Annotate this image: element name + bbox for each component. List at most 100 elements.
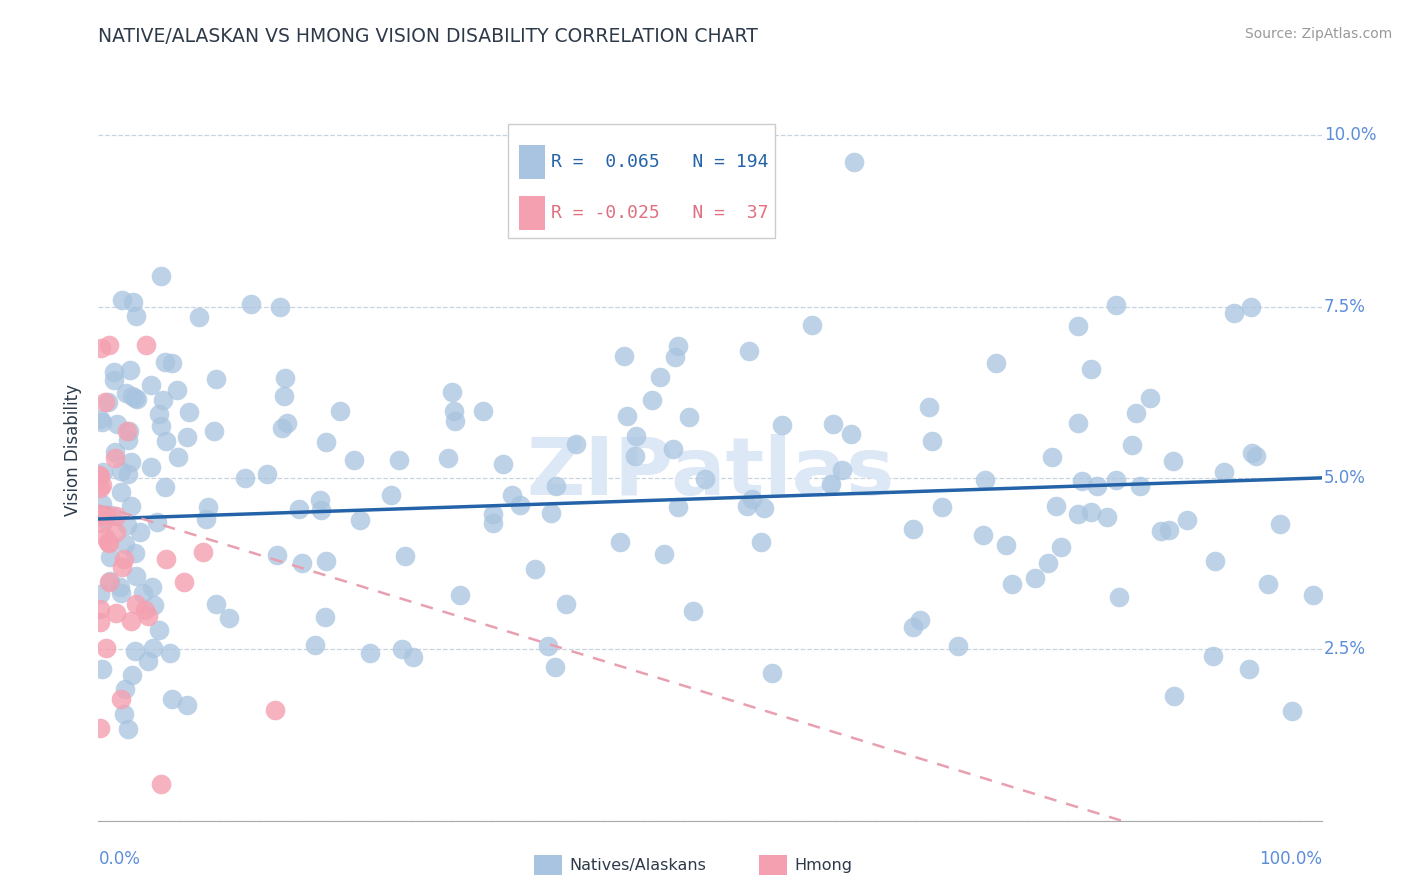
Point xyxy=(492,457,515,471)
Point xyxy=(288,502,311,516)
Point xyxy=(155,551,177,566)
Point xyxy=(276,416,298,430)
Point xyxy=(609,534,631,549)
Point xyxy=(127,392,149,406)
Point xyxy=(1071,475,1094,489)
Point xyxy=(124,568,146,582)
Point xyxy=(120,455,142,469)
Point xyxy=(141,641,163,656)
Point xyxy=(801,318,824,332)
Point xyxy=(841,427,863,442)
Point xyxy=(315,554,337,568)
Point xyxy=(1108,590,1130,604)
Point xyxy=(152,393,174,408)
Point xyxy=(1129,479,1152,493)
Point xyxy=(98,536,121,550)
Point xyxy=(359,646,381,660)
Point xyxy=(482,516,505,530)
Point xyxy=(90,662,112,676)
Point xyxy=(1139,391,1161,405)
Point xyxy=(984,356,1007,370)
Point xyxy=(1045,499,1067,513)
Point xyxy=(89,602,111,616)
Point xyxy=(1239,301,1261,315)
Point xyxy=(162,692,184,706)
Point xyxy=(129,524,152,539)
Point xyxy=(1105,298,1128,312)
Point xyxy=(820,477,842,491)
Point xyxy=(94,508,117,523)
Point xyxy=(143,598,166,612)
Point xyxy=(124,644,146,658)
Point xyxy=(1097,510,1119,524)
Text: 10.0%: 10.0% xyxy=(1324,126,1376,145)
Point xyxy=(105,606,128,620)
Text: R =  0.065   N = 194: R = 0.065 N = 194 xyxy=(551,153,768,170)
Point xyxy=(546,479,568,493)
Text: Source: ZipAtlas.com: Source: ZipAtlas.com xyxy=(1244,27,1392,41)
Point xyxy=(666,500,689,515)
Point xyxy=(751,534,773,549)
Point xyxy=(97,395,120,409)
Point xyxy=(624,449,647,463)
Point xyxy=(388,452,411,467)
Point xyxy=(678,410,700,425)
Point xyxy=(89,411,111,425)
Point xyxy=(110,465,132,479)
Point xyxy=(761,665,783,680)
Point xyxy=(1163,689,1185,703)
Point xyxy=(1222,306,1244,320)
Point xyxy=(738,344,761,359)
Point xyxy=(117,434,139,448)
Point xyxy=(440,385,463,400)
Point xyxy=(613,349,636,363)
Point xyxy=(114,706,136,721)
Point xyxy=(112,551,135,566)
Point xyxy=(139,377,162,392)
Point xyxy=(233,471,256,485)
Point xyxy=(100,508,122,522)
Point xyxy=(291,557,314,571)
Point xyxy=(104,445,127,459)
Point xyxy=(624,429,647,443)
Point xyxy=(1302,588,1324,602)
Point xyxy=(94,512,117,526)
Point xyxy=(315,434,337,449)
Point xyxy=(641,393,664,408)
Point xyxy=(1066,417,1088,431)
Point xyxy=(921,434,943,449)
Point xyxy=(652,547,675,561)
Point xyxy=(274,371,297,385)
Point xyxy=(1175,513,1198,527)
Point xyxy=(1067,318,1090,333)
Point xyxy=(616,409,638,423)
Point xyxy=(166,383,188,397)
Point xyxy=(117,467,139,482)
Point xyxy=(482,507,505,521)
Point xyxy=(901,620,924,634)
Point xyxy=(946,639,969,653)
Point xyxy=(104,525,127,540)
Point xyxy=(1268,516,1291,531)
Point xyxy=(97,575,120,590)
Point xyxy=(148,407,170,421)
Point xyxy=(205,372,228,386)
Point xyxy=(509,498,531,512)
Text: 2.5%: 2.5% xyxy=(1324,640,1367,658)
Point xyxy=(98,550,121,565)
Point xyxy=(270,421,292,435)
Point xyxy=(103,365,125,379)
Point xyxy=(1104,473,1126,487)
Point xyxy=(565,436,588,450)
Text: R = -0.025   N =  37: R = -0.025 N = 37 xyxy=(551,203,768,221)
Point xyxy=(139,460,162,475)
Point xyxy=(125,309,148,323)
Point xyxy=(117,425,139,439)
Point xyxy=(1161,454,1184,468)
Text: NATIVE/ALASKAN VS HMONG VISION DISABILITY CORRELATION CHART: NATIVE/ALASKAN VS HMONG VISION DISABILIT… xyxy=(98,27,758,45)
Point xyxy=(188,310,211,325)
Point xyxy=(1080,362,1102,376)
Point xyxy=(472,404,495,418)
Point xyxy=(401,650,423,665)
Point xyxy=(87,468,110,483)
